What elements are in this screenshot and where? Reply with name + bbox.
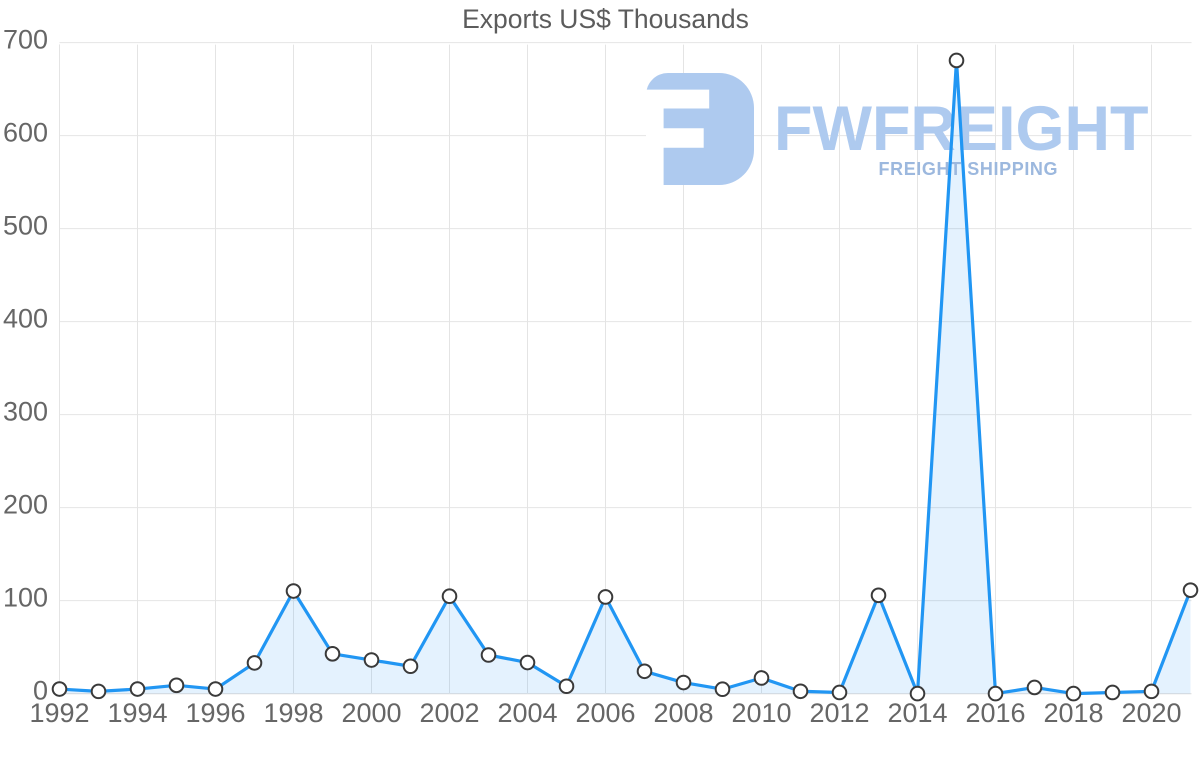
svg-text:0: 0: [33, 676, 48, 706]
svg-text:2020: 2020: [1121, 698, 1181, 728]
svg-text:1996: 1996: [185, 698, 245, 728]
svg-text:2006: 2006: [575, 698, 635, 728]
svg-text:2010: 2010: [731, 698, 791, 728]
svg-text:2016: 2016: [965, 698, 1025, 728]
svg-text:100: 100: [3, 583, 48, 613]
svg-text:2000: 2000: [341, 698, 401, 728]
svg-text:2012: 2012: [809, 698, 869, 728]
svg-text:2002: 2002: [419, 698, 479, 728]
svg-text:2018: 2018: [1043, 698, 1103, 728]
svg-text:2014: 2014: [887, 698, 947, 728]
svg-text:1994: 1994: [107, 698, 167, 728]
svg-text:2008: 2008: [653, 698, 713, 728]
svg-text:2004: 2004: [497, 698, 557, 728]
svg-text:500: 500: [3, 211, 48, 241]
svg-text:600: 600: [3, 118, 48, 148]
svg-text:300: 300: [3, 397, 48, 427]
svg-text:1998: 1998: [263, 698, 323, 728]
svg-text:400: 400: [3, 304, 48, 334]
svg-text:200: 200: [3, 490, 48, 520]
svg-text:FREIGHT SHIPPING: FREIGHT SHIPPING: [879, 159, 1059, 179]
